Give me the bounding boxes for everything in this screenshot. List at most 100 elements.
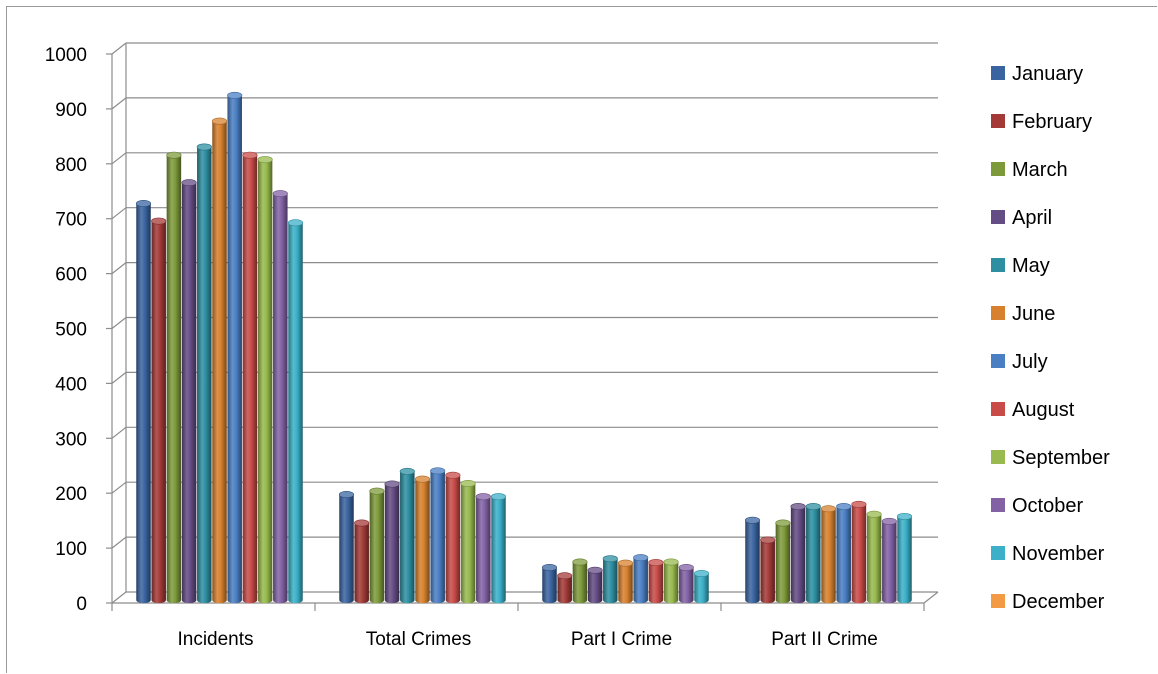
bar-top xyxy=(242,151,258,159)
gridline-depth xyxy=(111,317,127,329)
bar-october-total-crimes xyxy=(475,493,491,604)
bar-september-part-i-crime xyxy=(663,558,679,604)
legend-label: September xyxy=(1012,447,1110,469)
bar-october-incidents xyxy=(272,190,288,604)
bar-march-incidents xyxy=(166,151,182,604)
bar-top xyxy=(663,558,679,566)
bar-top xyxy=(790,503,806,511)
bar-july-part-ii-crime xyxy=(836,503,852,604)
legend-item-december: December xyxy=(991,591,1105,613)
x-category-label: Part I Crime xyxy=(571,629,672,650)
bar-body xyxy=(181,182,197,604)
bar-july-incidents xyxy=(227,91,243,604)
bar-top xyxy=(338,490,355,498)
bar-september-total-crimes xyxy=(460,479,476,604)
bar-march-part-ii-crime xyxy=(775,519,791,604)
legend-label: April xyxy=(1012,207,1052,229)
y-tick-label: 600 xyxy=(55,265,87,286)
bar-august-total-crimes xyxy=(445,471,461,604)
bar-body xyxy=(460,483,476,604)
axes xyxy=(106,53,939,611)
bar-body xyxy=(821,508,836,604)
bar-top xyxy=(430,467,446,475)
legend-swatch xyxy=(991,546,1005,560)
bar-top xyxy=(166,151,182,159)
bar-june-part-ii-crime xyxy=(820,505,837,604)
bar-top xyxy=(181,179,197,187)
bar-top xyxy=(196,143,212,151)
bar-body xyxy=(491,496,506,604)
bar-january-total-crimes xyxy=(338,490,355,604)
bar-january-incidents xyxy=(135,200,152,604)
bar-january-part-ii-crime xyxy=(744,516,761,604)
bar-top xyxy=(648,559,664,567)
bar-march-total-crimes xyxy=(369,487,385,604)
bar-top xyxy=(693,570,710,578)
y-tick-label: 400 xyxy=(55,374,87,395)
bar-february-part-i-crime xyxy=(557,572,573,604)
y-tick-label: 100 xyxy=(55,539,87,560)
bar-body xyxy=(339,494,354,604)
legend-item-november: November xyxy=(991,543,1105,565)
bar-march-part-i-crime xyxy=(572,558,588,604)
legend-swatch xyxy=(991,210,1005,224)
gridline-depth xyxy=(111,262,127,275)
bar-body xyxy=(633,557,648,604)
x-category-label: Incidents xyxy=(177,629,253,650)
legend-label: June xyxy=(1012,303,1055,325)
legend-swatch xyxy=(991,114,1005,128)
bar-november-part-i-crime xyxy=(693,570,710,604)
bar-top xyxy=(257,156,273,164)
bar-april-part-ii-crime xyxy=(790,503,806,604)
bar-top xyxy=(633,554,649,562)
bar-body xyxy=(476,496,491,604)
bar-february-incidents xyxy=(151,217,167,604)
legend-swatch xyxy=(991,258,1005,272)
legend-swatch xyxy=(991,402,1005,416)
bar-body xyxy=(557,575,572,604)
bar-body xyxy=(760,540,775,604)
bar-november-incidents xyxy=(287,219,304,604)
bar-january-part-i-crime xyxy=(541,563,558,604)
bar-june-total-crimes xyxy=(414,475,431,604)
bar-top xyxy=(541,563,558,571)
bar-body xyxy=(745,520,760,604)
bar-body xyxy=(882,521,897,604)
legend-label: January xyxy=(1012,63,1083,85)
bar-top xyxy=(617,559,634,567)
bar-top xyxy=(151,217,167,225)
y-tick-label: 0 xyxy=(76,594,87,615)
legend-label: August xyxy=(1012,399,1075,421)
bar-february-total-crimes xyxy=(354,519,370,604)
gridline-depth xyxy=(111,481,127,494)
bar-body xyxy=(897,516,912,604)
bar-top xyxy=(744,516,761,524)
legend-swatch xyxy=(991,498,1005,512)
legend-item-july: July xyxy=(991,351,1048,373)
bar-top xyxy=(881,517,897,525)
y-tick-label: 1000 xyxy=(45,45,87,66)
bar-body xyxy=(587,570,603,604)
bar-top xyxy=(369,487,385,495)
legend-swatch xyxy=(991,354,1005,368)
legend-item-october: October xyxy=(991,495,1083,517)
bar-top xyxy=(354,519,370,527)
bar-may-part-i-crime xyxy=(602,555,618,604)
bar-body xyxy=(851,504,867,604)
bar-april-part-i-crime xyxy=(587,566,603,604)
bar-body xyxy=(663,562,679,604)
x-axis-categories: Incidents Total Crimes Part I Crime Part II… xyxy=(177,629,877,650)
bar-top xyxy=(851,500,867,508)
bar-september-incidents xyxy=(257,156,273,604)
bar-body xyxy=(618,563,633,604)
gridline-depth xyxy=(111,42,127,55)
legend-swatch xyxy=(991,306,1005,320)
bar-october-part-i-crime xyxy=(678,563,694,604)
bar-top xyxy=(384,480,400,488)
legend-item-february: February xyxy=(991,111,1092,133)
gridline-depth xyxy=(111,97,127,110)
bar-november-part-ii-crime xyxy=(896,512,913,604)
legend-label: February xyxy=(1012,111,1092,133)
legend-label: November xyxy=(1012,543,1105,565)
y-tick-label: 800 xyxy=(55,155,87,176)
